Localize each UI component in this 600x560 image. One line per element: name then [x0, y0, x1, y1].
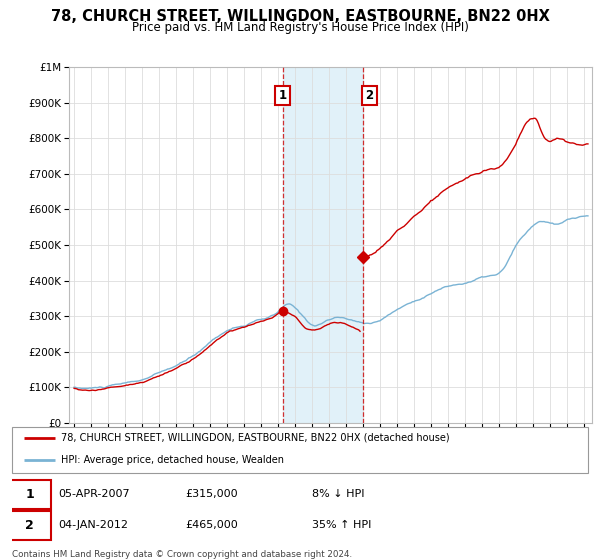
Text: 1: 1 [25, 488, 34, 501]
FancyBboxPatch shape [12, 427, 588, 473]
Text: 1: 1 [278, 89, 287, 102]
Text: 05-APR-2007: 05-APR-2007 [58, 489, 130, 500]
Text: 35% ↑ HPI: 35% ↑ HPI [311, 520, 371, 530]
FancyBboxPatch shape [9, 480, 50, 508]
Text: HPI: Average price, detached house, Wealden: HPI: Average price, detached house, Weal… [61, 455, 284, 465]
Text: 04-JAN-2012: 04-JAN-2012 [58, 520, 128, 530]
Text: 78, CHURCH STREET, WILLINGDON, EASTBOURNE, BN22 0HX (detached house): 78, CHURCH STREET, WILLINGDON, EASTBOURN… [61, 433, 449, 443]
Text: Contains HM Land Registry data © Crown copyright and database right 2024.
This d: Contains HM Land Registry data © Crown c… [12, 550, 352, 560]
Text: 78, CHURCH STREET, WILLINGDON, EASTBOURNE, BN22 0HX: 78, CHURCH STREET, WILLINGDON, EASTBOURN… [50, 9, 550, 24]
Text: 2: 2 [365, 89, 374, 102]
Text: 8% ↓ HPI: 8% ↓ HPI [311, 489, 364, 500]
Text: Price paid vs. HM Land Registry's House Price Index (HPI): Price paid vs. HM Land Registry's House … [131, 21, 469, 34]
Text: £465,000: £465,000 [185, 520, 238, 530]
Text: £315,000: £315,000 [185, 489, 238, 500]
Text: 2: 2 [25, 519, 34, 532]
FancyBboxPatch shape [9, 511, 50, 540]
Bar [283, 67, 363, 423]
